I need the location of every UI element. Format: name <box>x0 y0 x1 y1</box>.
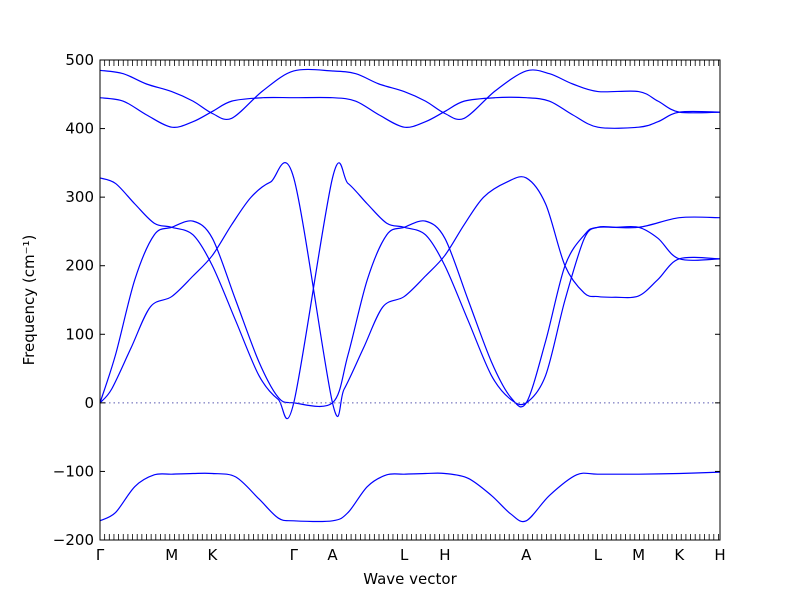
x-tick-label: K <box>207 546 218 564</box>
band-line-5 <box>99 96 721 129</box>
x-tick-label: H <box>439 546 450 564</box>
y-tick-label: −200 <box>53 531 94 549</box>
axis-ticks <box>99 59 720 541</box>
y-tick-label: 400 <box>65 120 94 138</box>
y-tick-labels: −200 −100 0 100 200 300 400 500 <box>53 51 94 549</box>
x-axis-label: Wave vector <box>363 570 457 588</box>
x-tick-label: Γ <box>96 546 105 564</box>
plot-frame <box>99 59 721 541</box>
x-tick-label: M <box>632 546 645 564</box>
band-line-3 <box>99 216 721 408</box>
x-tick-label: H <box>714 546 725 564</box>
x-tick-label: L <box>400 546 409 564</box>
y-tick-label: 0 <box>84 394 94 412</box>
band-line-1 <box>99 471 721 523</box>
phonon-bands <box>99 68 721 523</box>
y-tick-label: −100 <box>53 462 94 480</box>
y-tick-label: 200 <box>65 257 94 275</box>
y-tick-label: 500 <box>65 51 94 69</box>
x-tick-label: A <box>521 546 532 564</box>
y-axis-label: Frequency (cm⁻¹) <box>20 235 38 366</box>
y-tick-label: 300 <box>65 188 94 206</box>
band-line-4 <box>99 162 721 420</box>
x-tick-label: A <box>327 546 338 564</box>
band-line-6 <box>99 68 721 121</box>
band-line-2 <box>99 162 721 418</box>
x-tick-label: K <box>674 546 685 564</box>
x-tick-label: L <box>594 546 603 564</box>
x-tick-label: M <box>165 546 178 564</box>
x-tick-label: Γ <box>290 546 299 564</box>
y-tick-label: 100 <box>65 325 94 343</box>
